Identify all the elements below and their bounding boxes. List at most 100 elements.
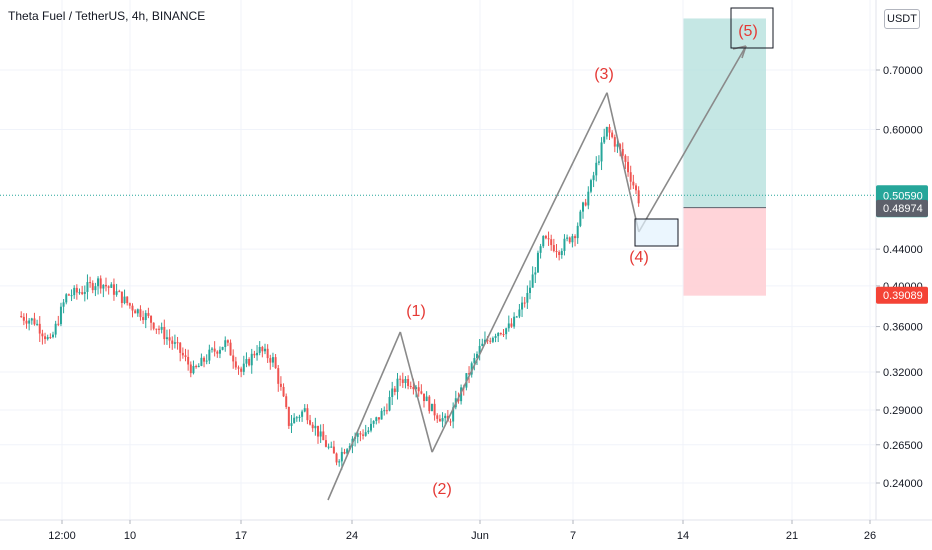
x-tick-label: 12:00 bbox=[48, 530, 76, 542]
candle-body bbox=[136, 309, 139, 314]
candle-body bbox=[139, 309, 142, 318]
candle-body bbox=[44, 336, 47, 340]
candle-body bbox=[624, 155, 627, 162]
candle-body bbox=[46, 337, 49, 340]
candle-body bbox=[589, 180, 592, 192]
y-tick-label: 0.36000 bbox=[883, 322, 923, 334]
candle-body bbox=[290, 423, 293, 426]
candle-body bbox=[264, 348, 266, 352]
x-tick-label: 7 bbox=[570, 530, 576, 542]
candle-body bbox=[261, 346, 264, 352]
entry-price-value: 0.48974 bbox=[883, 203, 923, 215]
wave-segment bbox=[606, 92, 640, 233]
wave4-box bbox=[634, 218, 679, 247]
candle-body bbox=[176, 342, 179, 344]
candle-body bbox=[301, 411, 304, 417]
candle-body bbox=[383, 410, 386, 412]
candle-body bbox=[600, 142, 603, 162]
candle-body bbox=[433, 403, 436, 416]
candle-body bbox=[343, 451, 346, 454]
candle-body bbox=[356, 433, 359, 437]
candle-body bbox=[30, 318, 33, 321]
candle-body bbox=[115, 291, 118, 295]
candle-body bbox=[555, 250, 558, 252]
wave-segment bbox=[431, 92, 608, 453]
candle-body bbox=[97, 278, 100, 287]
candle-body bbox=[248, 359, 251, 366]
candle-body bbox=[547, 238, 550, 240]
candle-body bbox=[417, 387, 420, 392]
candle-body bbox=[173, 342, 176, 344]
candle-body bbox=[603, 136, 606, 143]
candle-body bbox=[165, 337, 168, 340]
candle-body bbox=[195, 365, 198, 368]
candle-body bbox=[317, 425, 319, 437]
y-tick-label: 0.60000 bbox=[883, 124, 923, 136]
candle-body bbox=[94, 286, 97, 291]
candle-body bbox=[192, 365, 195, 374]
candle-body bbox=[250, 353, 253, 366]
currency-button[interactable]: USDT bbox=[884, 9, 920, 29]
candle-body bbox=[444, 415, 447, 419]
candle-body bbox=[110, 284, 113, 288]
candle-body bbox=[57, 323, 60, 325]
wave-segment bbox=[327, 331, 402, 501]
candle-body bbox=[605, 126, 608, 137]
candle-body bbox=[298, 416, 301, 418]
candle-body bbox=[507, 323, 510, 329]
candle-body bbox=[377, 417, 380, 420]
candle-body bbox=[314, 425, 317, 429]
candle-body bbox=[595, 162, 598, 176]
candle-body bbox=[38, 323, 41, 334]
candle-body bbox=[550, 239, 553, 246]
x-tick-label: 21 bbox=[786, 530, 798, 542]
candle-body bbox=[49, 337, 52, 339]
candle-body bbox=[372, 421, 375, 424]
candle-body bbox=[211, 348, 213, 350]
candle-body bbox=[486, 339, 489, 341]
candle-body bbox=[370, 423, 372, 431]
candle-body bbox=[404, 378, 407, 383]
candle-body bbox=[399, 378, 402, 380]
candle-body bbox=[245, 359, 248, 364]
candle-body bbox=[621, 149, 624, 156]
candle-body bbox=[489, 340, 492, 342]
candle-body bbox=[126, 296, 129, 304]
candle-body bbox=[218, 349, 221, 354]
candle-body bbox=[271, 357, 274, 363]
candle-body bbox=[256, 352, 259, 356]
candle-body bbox=[147, 313, 150, 316]
candle-body bbox=[441, 418, 444, 422]
entry-price-badge bbox=[876, 199, 928, 217]
candle-body bbox=[102, 284, 105, 289]
candle-body bbox=[515, 316, 518, 318]
candle-body bbox=[576, 225, 579, 239]
candle-body bbox=[542, 236, 545, 247]
candle-body bbox=[155, 328, 158, 330]
wave-label: (1) bbox=[406, 303, 426, 320]
stop-price-badge bbox=[876, 286, 928, 304]
candle-body bbox=[412, 387, 415, 390]
target-zone bbox=[683, 18, 766, 208]
candle-body bbox=[364, 432, 367, 436]
candle-body bbox=[266, 348, 269, 359]
candle-body bbox=[128, 303, 131, 306]
candle-body bbox=[579, 211, 582, 226]
candle-body bbox=[181, 352, 184, 356]
x-tick-label: Jun bbox=[471, 530, 489, 542]
candle-body bbox=[592, 175, 595, 181]
wave-label: (2) bbox=[432, 481, 452, 498]
x-tick-label: 24 bbox=[346, 530, 358, 542]
y-tick-label: 0.29000 bbox=[883, 405, 923, 417]
candle-body bbox=[59, 306, 62, 325]
candle-body bbox=[274, 357, 277, 369]
x-tick-label: 14 bbox=[677, 530, 689, 542]
stop-zone bbox=[683, 207, 766, 296]
candle-body bbox=[285, 396, 288, 407]
candle-body bbox=[234, 361, 237, 368]
candle-body bbox=[502, 334, 505, 336]
candle-body bbox=[54, 323, 57, 335]
candle-body bbox=[518, 309, 521, 317]
